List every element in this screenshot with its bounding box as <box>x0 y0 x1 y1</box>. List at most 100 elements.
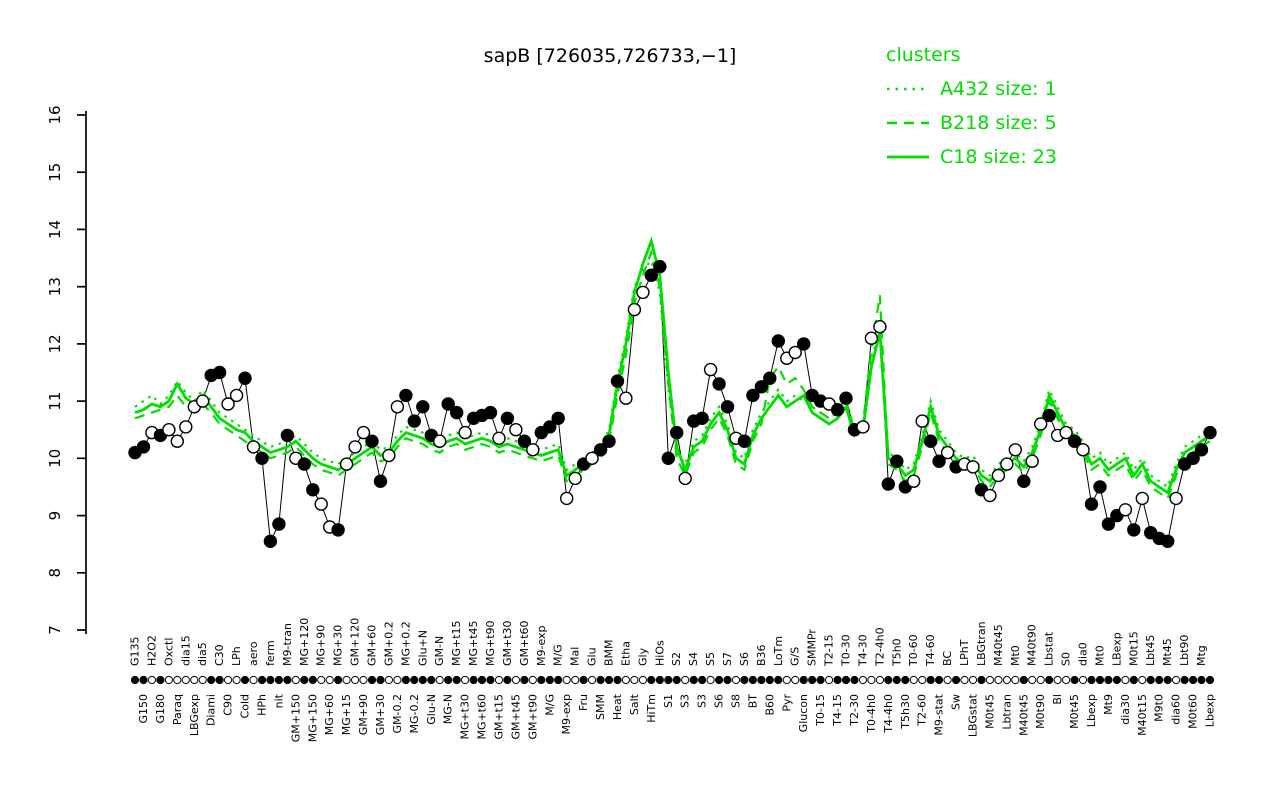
condition-marker <box>664 675 673 685</box>
data-point <box>492 431 506 445</box>
data-point <box>585 451 599 465</box>
x-category-label: Sw <box>950 694 963 710</box>
condition-marker <box>190 675 199 685</box>
condition-marker <box>943 675 952 685</box>
data-point <box>856 420 870 434</box>
condition-marker <box>477 675 487 685</box>
condition-marker <box>672 675 681 685</box>
condition-marker <box>334 675 343 685</box>
x-category-label: M0t45 <box>1068 694 1081 729</box>
condition-marker <box>918 675 927 685</box>
x-category-label: S4 <box>687 652 700 666</box>
x-category-label: Pyr <box>780 694 793 712</box>
condition-marker <box>147 675 156 685</box>
data-point <box>526 443 540 457</box>
condition-marker <box>164 675 173 685</box>
data-point <box>136 440 151 454</box>
data-point <box>873 320 887 334</box>
y-tick-label: 14 <box>46 220 64 239</box>
clusters-legend: clusters A432 size: 1 B218 size: 5 C18 s… <box>886 44 1057 168</box>
x-category-label: Diami <box>205 694 218 726</box>
x-category-label: aero <box>247 641 260 666</box>
condition-marker <box>418 675 427 685</box>
data-point <box>551 411 565 425</box>
data-point <box>864 331 879 345</box>
condition-marker <box>257 675 267 685</box>
condition-marker <box>1197 675 1206 685</box>
y-tick-label: 15 <box>46 163 64 182</box>
condition-marker <box>1180 675 1189 685</box>
x-category-label: BMM <box>603 639 616 666</box>
condition-marker <box>1002 675 1012 685</box>
data-point <box>644 268 658 282</box>
x-category-label: LBGtran <box>975 621 988 666</box>
x-category-label: G180 <box>154 694 167 724</box>
data-point <box>365 434 379 448</box>
data-point <box>797 337 811 351</box>
x-category-label: S1 <box>662 694 675 708</box>
expression-chart: 7 8 9 10 11 12 13 14 15 16 G135 G150 H2O2 G180 Oxctl Pa… <box>46 105 1217 742</box>
data-point <box>890 454 904 468</box>
condition-marker <box>317 675 326 685</box>
data-point <box>653 259 667 274</box>
condition-marker <box>757 675 766 685</box>
x-category-label: M40t15 <box>1136 694 1149 736</box>
data-point <box>1008 443 1022 457</box>
data-point <box>229 388 244 403</box>
condition-marker <box>300 675 309 685</box>
x-category-label: MG+t30 <box>459 694 472 740</box>
legend-heading: clusters <box>886 44 961 66</box>
legend-item-c18: C18 size: 23 <box>886 146 1057 168</box>
data-point <box>763 371 777 385</box>
data-point <box>1017 474 1031 488</box>
data-point <box>416 400 430 414</box>
condition-marker <box>249 675 258 685</box>
x-category-label: M0t15 <box>1127 631 1140 666</box>
data-point <box>1127 523 1141 537</box>
condition-marker <box>528 675 537 685</box>
x-category-label: S5 <box>704 652 717 666</box>
data-point <box>306 483 320 497</box>
condition-marker <box>342 675 351 685</box>
x-category-label: S3 <box>696 694 709 708</box>
x-category-label: Bl <box>1051 694 1064 705</box>
data-point <box>263 534 278 548</box>
data-point <box>771 334 785 348</box>
x-category-label: Mt9 <box>1102 694 1115 715</box>
data-point <box>966 460 980 474</box>
data-point <box>458 425 472 440</box>
condition-marker <box>1205 675 1215 685</box>
x-category-label: Heat <box>611 693 624 720</box>
y-tick-label: 10 <box>46 449 64 468</box>
x-category-label: MG+t90 <box>484 620 497 666</box>
y-tick-label: 12 <box>46 334 64 353</box>
data-point <box>483 405 498 420</box>
x-category-label: M0t90 <box>1034 694 1047 729</box>
condition-marker <box>935 675 944 685</box>
x-category-label: HiOs <box>653 640 666 666</box>
x-category-label: T0-4h0 <box>865 694 878 734</box>
x-category-label: Fru <box>577 694 590 711</box>
x-category-label: HPh <box>256 694 269 716</box>
x-category-label: T2-30 <box>848 694 861 727</box>
x-category-label: SMMPr <box>806 629 819 666</box>
condition-marker <box>376 675 385 685</box>
x-category-label: BC <box>941 651 954 666</box>
condition-marker <box>850 675 859 685</box>
x-category-label: T4-4h0 <box>882 694 895 734</box>
condition-marker <box>681 675 690 685</box>
data-point <box>280 428 295 443</box>
x-category-label: C90 <box>222 694 235 716</box>
x-category-label: Lbt90 <box>1178 635 1191 666</box>
data-point <box>602 434 616 448</box>
data-point <box>238 371 252 385</box>
condition-marker <box>1104 675 1113 685</box>
x-category-label: MG-0.2 <box>408 694 421 733</box>
x-category-label: T4-60 <box>924 634 937 667</box>
condition-marker <box>367 675 377 685</box>
condition-marker <box>1163 675 1172 685</box>
y-tick-label: 7 <box>46 625 64 635</box>
condition-marker <box>715 675 724 685</box>
condition-marker <box>858 675 868 685</box>
